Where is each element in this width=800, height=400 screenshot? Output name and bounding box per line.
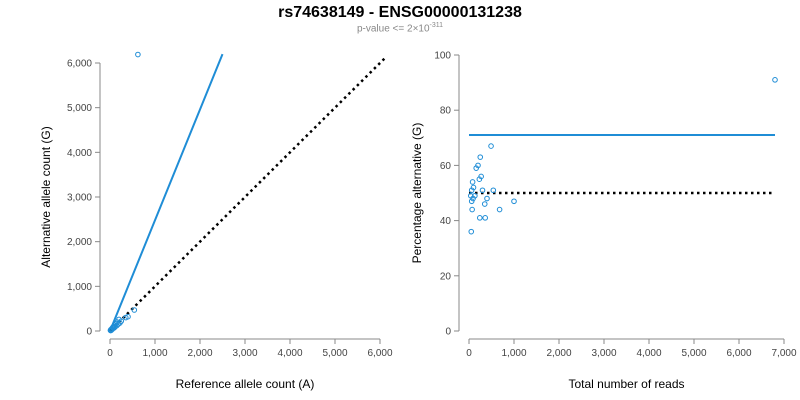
right-data-point — [469, 206, 475, 213]
right-data-point — [496, 206, 503, 213]
right-data-point — [468, 187, 475, 194]
right-x-axis-label: Total number of reads — [568, 377, 684, 391]
right-data-point — [468, 198, 475, 205]
right-x-tick-label: 2,000 — [546, 348, 571, 359]
left-x-tick-label: 0 — [107, 348, 113, 359]
chart-subtitle: p-value <= 2×10-311 — [0, 22, 800, 34]
left-x-tick-label: 5,000 — [322, 348, 347, 359]
left-y-tick-label: 3,000 — [67, 193, 92, 204]
left-x-tick-label: 1,000 — [142, 348, 167, 359]
left-y-tick-label: 5,000 — [67, 103, 92, 114]
right-x-tick-label: 5,000 — [681, 348, 706, 359]
right-data-point — [473, 165, 480, 171]
right-data-point — [476, 176, 483, 182]
right-data-point — [511, 198, 517, 205]
right-y-tick-label: 0 — [445, 327, 451, 338]
left-x-tick-label: 6,000 — [367, 348, 392, 359]
left-data-point — [131, 307, 138, 313]
left-expected-ratio-line — [109, 57, 386, 332]
right-x-tick-label: 3,000 — [591, 348, 616, 359]
right-x-tick-label: 0 — [466, 348, 472, 359]
left-y-tick-label: 0 — [86, 327, 92, 338]
left-x-axis-label: Reference allele count (A) — [176, 377, 315, 391]
subtitle-prefix: p-value <= 2×10 — [356, 23, 430, 35]
right-data-point — [468, 228, 475, 235]
left-y-tick-label: 4,000 — [67, 148, 92, 159]
right-data-point — [490, 187, 497, 194]
left-y-axis-label: Alternative allele count (G) — [39, 126, 53, 267]
left-data-point — [107, 327, 114, 334]
chart-title: rs74638149 - ENSG00000131238 — [278, 4, 522, 21]
left-data-point — [122, 314, 129, 321]
left-fitted-ratio-line — [109, 53, 224, 332]
right-y-tick-label: 20 — [440, 271, 452, 282]
left-data-point — [135, 51, 141, 58]
right-data-point — [477, 215, 483, 221]
left-x-tick-label: 3,000 — [232, 348, 257, 359]
right-data-point — [469, 179, 476, 185]
right-data-point — [772, 77, 778, 83]
right-data-point — [481, 201, 488, 207]
right-x-tick-label: 4,000 — [636, 348, 661, 359]
right-y-tick-label: 60 — [440, 161, 452, 172]
subtitle-exponent: -311 — [429, 22, 444, 29]
right-x-tick-label: 6,000 — [726, 348, 751, 359]
right-data-point — [479, 187, 486, 194]
right-y-tick-label: 40 — [440, 216, 452, 227]
right-y-tick-label: 80 — [440, 106, 452, 117]
right-data-point — [482, 215, 489, 221]
right-y-tick-label: 100 — [434, 51, 451, 62]
left-x-tick-label: 4,000 — [277, 348, 302, 359]
right-data-point — [470, 195, 476, 202]
left-y-tick-label: 2,000 — [67, 237, 92, 248]
right-x-tick-label: 7,000 — [771, 348, 796, 359]
left-y-tick-label: 6,000 — [67, 59, 92, 70]
right-data-point — [484, 195, 490, 202]
right-y-axis-label: Percentage alternative (G) — [410, 123, 424, 264]
right-data-point — [477, 154, 484, 160]
left-y-tick-label: 1,000 — [67, 282, 92, 293]
right-data-point — [488, 143, 494, 149]
right-x-tick-label: 1,000 — [501, 348, 526, 359]
left-x-tick-label: 2,000 — [187, 348, 212, 359]
